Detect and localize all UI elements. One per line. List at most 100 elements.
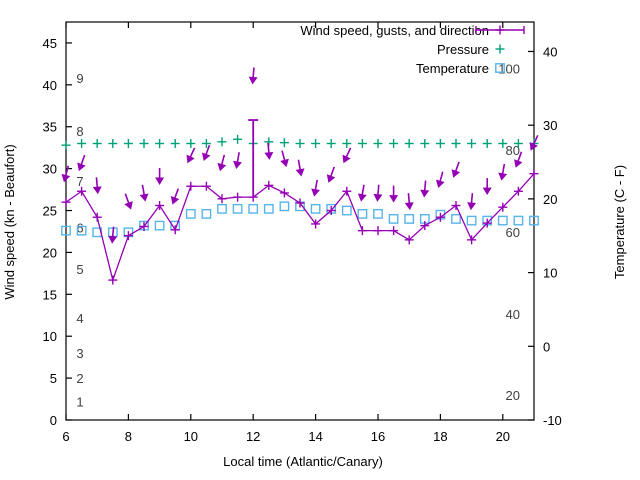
legend-label: Wind speed, gusts, and direction (300, 23, 489, 38)
pressure-point (233, 134, 243, 144)
fahrenheit-label: 60 (506, 225, 520, 240)
legend-sample-pressure (495, 44, 505, 54)
wind-speed-point (482, 218, 492, 228)
pressure-point (311, 138, 321, 148)
wind-speed-point (513, 186, 523, 196)
y-tick-label: 40 (43, 78, 57, 93)
temperature-point (529, 215, 539, 226)
wind-direction-arrow (498, 163, 508, 181)
fahrenheit-label: 20 (506, 388, 520, 403)
beaufort-label: 5 (76, 262, 83, 277)
wind-speed-point (201, 181, 211, 191)
wind-speed-point (186, 181, 196, 191)
beaufort-label: 9 (76, 71, 83, 86)
fahrenheit-label: 40 (506, 307, 520, 322)
y2-tick-label: 40 (543, 44, 557, 59)
wind-direction-arrow (202, 144, 211, 162)
legend-label: Temperature (416, 61, 489, 76)
temperature-point (310, 203, 321, 214)
fahrenheit-label: 80 (506, 143, 520, 158)
pressure-point (201, 138, 211, 148)
wind-speed-point (155, 200, 165, 210)
y2-axis-ticks: -10 0 10 20 30 40 (528, 44, 562, 428)
wind-direction-arrow (295, 159, 305, 177)
x-tick-label: 12 (246, 429, 260, 444)
series-wind-speed (61, 119, 539, 285)
wind-speed-point (311, 219, 321, 229)
wind-speed-point (217, 194, 227, 204)
x-axis-title: Local time (Atlantic/Canary) (223, 454, 383, 469)
wind-direction-arrow (482, 178, 492, 196)
y-tick-label: 5 (50, 371, 57, 386)
pressure-point (513, 138, 523, 148)
wind-speed-point (404, 235, 414, 245)
x-tick-label: 8 (125, 429, 132, 444)
temperature-point (154, 220, 165, 231)
beaufort-label: 8 (76, 124, 83, 139)
pressure-point (155, 138, 165, 148)
wind-direction-arrow (514, 151, 523, 168)
temperature-point (248, 203, 259, 214)
wind-speed-point (389, 226, 399, 236)
pressure-point (435, 138, 445, 148)
temperature-point (217, 203, 227, 214)
legend-sample-wind (475, 25, 525, 35)
pressure-point (61, 140, 71, 150)
plot-frame (65, 21, 535, 421)
y2-tick-label: 10 (543, 266, 557, 281)
wind-direction-arrow (217, 154, 227, 172)
pressure-point (217, 137, 227, 147)
wind-direction-arrow (92, 177, 102, 195)
pressure-point (139, 138, 149, 148)
temperature-point (466, 215, 477, 226)
wind-direction-arrow (435, 171, 445, 189)
temperature-point (279, 201, 290, 212)
wind-speed-point (170, 225, 180, 235)
wind-direction-arrow (373, 184, 383, 202)
wind-direction-arrow (357, 184, 367, 202)
wind-speed-point (373, 226, 383, 236)
y-tick-label: 10 (43, 329, 57, 344)
wind-speed-point (139, 221, 149, 231)
pressure-point (373, 138, 383, 148)
temperature-point (185, 208, 196, 219)
pressure-point (108, 138, 118, 148)
wind-speed-point (92, 212, 102, 222)
y2-tick-label: 0 (543, 339, 550, 354)
wind-direction-arrow (155, 168, 165, 185)
pressure-point (92, 138, 102, 148)
legend-sample-temperature (495, 63, 505, 73)
wind-speed-point (342, 186, 352, 196)
pressure-point (342, 138, 352, 148)
temperature-point (513, 215, 524, 226)
wind-speed-point (357, 226, 367, 236)
temperature-point (201, 208, 212, 219)
wind-direction-arrow (467, 193, 477, 211)
wind-direction-arrow (326, 166, 336, 183)
legend-label: Pressure (437, 42, 489, 57)
y2-tick-label: -10 (543, 413, 562, 428)
temperature-point (357, 208, 368, 219)
y-tick-label: 45 (43, 36, 57, 51)
pressure-point (279, 138, 289, 148)
temperature-point (341, 205, 352, 216)
wind-direction-arrow (248, 67, 258, 85)
y-tick-label: 30 (43, 162, 57, 177)
pressure-point (295, 138, 305, 148)
y-tick-label: 0 (50, 413, 57, 428)
wind-direction-arrow (61, 165, 71, 183)
wind-direction-arrow (389, 185, 399, 203)
beaufort-label: 7 (76, 174, 83, 189)
wind-speed-point (467, 235, 477, 245)
wind-direction-arrow (420, 180, 430, 198)
beaufort-label: 6 (76, 220, 83, 235)
wind-direction-arrow (233, 152, 242, 169)
x-tick-label: 14 (308, 429, 322, 444)
pressure-point (326, 138, 336, 148)
wind-direction-arrow (139, 184, 149, 202)
wind-speed-point (248, 192, 258, 202)
wind-speed-point (264, 180, 274, 190)
wind-speed-point (61, 197, 71, 207)
